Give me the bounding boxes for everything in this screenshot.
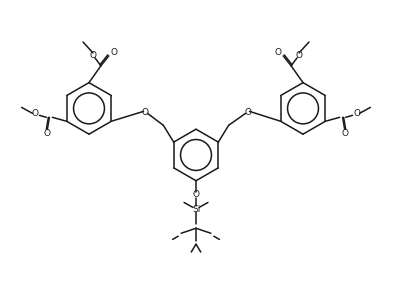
Text: O: O <box>142 108 149 117</box>
Text: O: O <box>275 48 282 57</box>
Text: O: O <box>296 52 303 60</box>
Text: O: O <box>90 52 96 60</box>
Text: O: O <box>244 108 251 117</box>
Text: O: O <box>341 129 348 138</box>
Text: O: O <box>353 109 360 118</box>
Text: O: O <box>44 129 51 138</box>
Text: O: O <box>110 48 117 57</box>
Text: Si: Si <box>193 205 201 214</box>
Text: O: O <box>32 109 39 118</box>
Text: O: O <box>193 190 200 199</box>
